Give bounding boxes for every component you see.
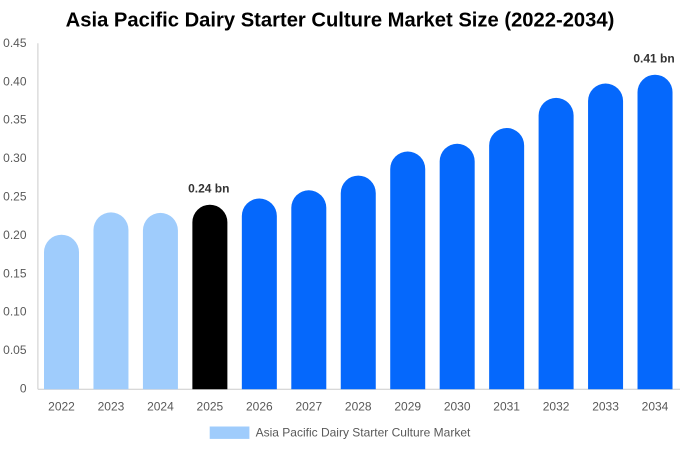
svg-text:0.15: 0.15: [3, 266, 27, 280]
svg-text:2023: 2023: [98, 400, 125, 414]
svg-text:0.30: 0.30: [3, 151, 27, 165]
svg-text:2034: 2034: [642, 400, 669, 414]
svg-text:0.35: 0.35: [3, 113, 27, 127]
svg-text:2026: 2026: [246, 400, 273, 414]
svg-text:2030: 2030: [444, 400, 471, 414]
svg-text:2024: 2024: [147, 400, 174, 414]
svg-text:0: 0: [20, 382, 27, 396]
svg-text:2025: 2025: [197, 400, 224, 414]
svg-text:0.20: 0.20: [3, 228, 27, 242]
svg-text:0.40: 0.40: [3, 74, 27, 88]
svg-text:0.10: 0.10: [3, 305, 27, 319]
svg-text:0.45: 0.45: [3, 36, 27, 50]
svg-text:2028: 2028: [345, 400, 372, 414]
svg-text:0.24 bn: 0.24 bn: [188, 182, 229, 196]
svg-text:0.05: 0.05: [3, 343, 27, 357]
svg-text:2027: 2027: [295, 400, 322, 414]
svg-text:0.25: 0.25: [3, 190, 27, 204]
svg-text:Asia Pacific Dairy Starter Cul: Asia Pacific Dairy Starter Culture Marke…: [66, 10, 615, 32]
svg-text:2022: 2022: [48, 400, 75, 414]
svg-text:2029: 2029: [394, 400, 421, 414]
svg-text:2032: 2032: [543, 400, 570, 414]
svg-text:2033: 2033: [592, 400, 619, 414]
svg-text:2031: 2031: [493, 400, 520, 414]
svg-text:Asia Pacific Dairy Starter Cul: Asia Pacific Dairy Starter Culture Marke…: [256, 425, 471, 439]
svg-text:0.41 bn: 0.41 bn: [633, 52, 674, 66]
